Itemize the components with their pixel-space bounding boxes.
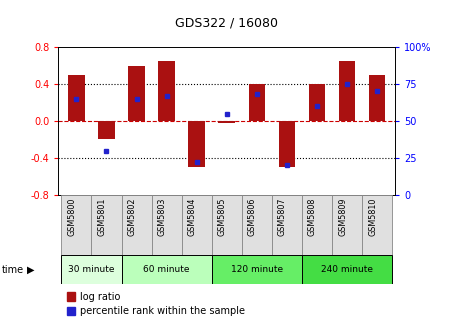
Bar <box>242 195 272 255</box>
Text: GSM5800: GSM5800 <box>67 198 76 236</box>
Bar <box>98 121 115 139</box>
Bar <box>302 195 332 255</box>
Text: ▶: ▶ <box>27 265 34 275</box>
Text: GSM5805: GSM5805 <box>218 198 227 237</box>
Bar <box>189 121 205 167</box>
Bar <box>302 255 392 284</box>
Bar <box>128 66 145 121</box>
Text: time: time <box>2 265 24 275</box>
Text: GDS322 / 16080: GDS322 / 16080 <box>175 17 278 30</box>
Text: GSM5810: GSM5810 <box>368 198 377 236</box>
Text: GSM5801: GSM5801 <box>97 198 106 236</box>
Bar <box>158 61 175 121</box>
Text: GSM5806: GSM5806 <box>248 198 257 236</box>
Bar <box>182 195 212 255</box>
Bar <box>212 255 302 284</box>
Text: 240 minute: 240 minute <box>321 265 373 274</box>
Bar <box>62 195 92 255</box>
Bar <box>62 255 122 284</box>
Text: GSM5802: GSM5802 <box>128 198 136 237</box>
Text: GSM5808: GSM5808 <box>308 198 317 236</box>
Bar <box>122 195 152 255</box>
Text: 120 minute: 120 minute <box>231 265 283 274</box>
Text: GSM5807: GSM5807 <box>278 198 287 237</box>
Bar <box>362 195 392 255</box>
Bar <box>272 195 302 255</box>
Bar <box>212 195 242 255</box>
Bar <box>92 195 122 255</box>
Text: 60 minute: 60 minute <box>143 265 190 274</box>
Bar <box>308 84 325 121</box>
Bar <box>332 195 362 255</box>
Text: 30 minute: 30 minute <box>68 265 114 274</box>
Text: percentile rank within the sample: percentile rank within the sample <box>80 306 245 316</box>
Text: GSM5809: GSM5809 <box>338 198 347 237</box>
Bar <box>68 75 85 121</box>
Bar <box>249 84 265 121</box>
Bar <box>339 61 355 121</box>
Bar <box>219 121 235 123</box>
Bar <box>369 75 385 121</box>
Bar <box>279 121 295 167</box>
Bar <box>122 255 212 284</box>
Text: log ratio: log ratio <box>80 292 120 301</box>
Text: GSM5804: GSM5804 <box>188 198 197 236</box>
Text: GSM5803: GSM5803 <box>158 198 167 236</box>
Bar <box>152 195 182 255</box>
